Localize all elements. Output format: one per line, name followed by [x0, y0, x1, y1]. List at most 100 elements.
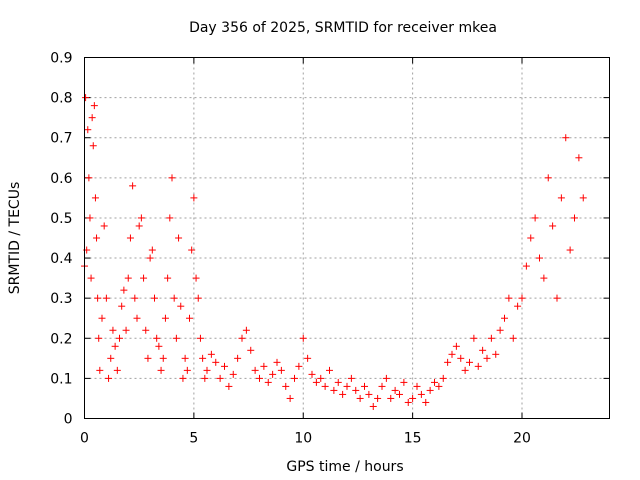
data-point [179, 374, 187, 382]
data-point [452, 342, 460, 350]
data-point [413, 382, 421, 390]
data-point [431, 378, 438, 386]
data-point [522, 262, 530, 270]
data-point [177, 302, 185, 310]
data-point [549, 222, 557, 230]
data-point [122, 326, 130, 334]
data-point [135, 222, 143, 230]
data-point [183, 366, 191, 374]
data-point [216, 374, 224, 382]
data-point [417, 390, 425, 398]
data-point [194, 294, 202, 302]
data-point [343, 382, 351, 390]
data-point [444, 358, 452, 366]
data-point [199, 354, 207, 362]
data-point [531, 214, 539, 222]
data-point [201, 374, 209, 382]
data-point [566, 246, 574, 254]
data-point [87, 274, 95, 282]
data-point [575, 154, 583, 162]
data-point [170, 294, 178, 302]
data-point [369, 402, 377, 410]
data-point [85, 174, 93, 182]
y-tick-label: 0.1 [50, 371, 72, 387]
data-point [137, 214, 145, 222]
data-point [304, 354, 312, 362]
data-point [155, 342, 163, 350]
data-point [286, 394, 294, 402]
data-point [496, 326, 504, 334]
data-point [426, 386, 434, 394]
data-point [146, 254, 154, 262]
data-point [118, 302, 126, 310]
data-point [448, 350, 456, 358]
data-point [326, 366, 333, 374]
data-point [365, 390, 373, 398]
data-point [159, 354, 167, 362]
data-point [334, 378, 342, 386]
data-point [483, 354, 491, 362]
data-point [168, 174, 176, 182]
data-point [190, 194, 198, 202]
data-point [90, 102, 98, 110]
data-point [282, 382, 290, 390]
data-point [339, 390, 347, 398]
data-point [544, 174, 552, 182]
y-axis-label: SRMTID / TECUs [7, 182, 23, 295]
data-point [435, 382, 443, 390]
tick-layer: 0 0.1 0.2 0.3 0.4 0.5 0.6 0.7 0.8 0.9 0 5 10 15 20 [50, 51, 610, 447]
data-point [96, 366, 104, 374]
data-point [175, 234, 183, 242]
y-tick-label: 0.6 [50, 171, 72, 187]
data-point [111, 342, 119, 350]
data-point [509, 334, 517, 342]
data-point [113, 366, 121, 374]
data-point [352, 386, 360, 394]
data-point [295, 362, 303, 370]
data-point [308, 370, 316, 378]
data-point [487, 334, 495, 342]
data-point [400, 378, 408, 386]
x-tick-label: 15 [404, 431, 422, 447]
data-point [129, 182, 137, 190]
data-point [181, 354, 189, 362]
data-point [391, 386, 399, 394]
data-point [273, 358, 281, 366]
data-point [88, 114, 96, 122]
data-point [256, 374, 263, 382]
data-point [153, 334, 161, 342]
data-point [291, 374, 298, 382]
data-point [321, 382, 329, 390]
data-point [404, 398, 412, 406]
data-point [312, 378, 320, 386]
data-point [126, 234, 134, 242]
data-point [107, 354, 115, 362]
data-point [151, 294, 158, 302]
y-tick-label: 0.8 [50, 91, 72, 107]
data-point [93, 234, 101, 242]
data-point [251, 366, 259, 374]
y-tick-label: 0.7 [50, 131, 72, 147]
data-point [422, 398, 430, 406]
data-point [86, 214, 94, 222]
x-axis-label: GPS time / hours [286, 459, 403, 475]
data-point [186, 314, 193, 322]
x-tick-label: 5 [189, 431, 198, 447]
data-point [192, 274, 200, 282]
data-point [84, 126, 92, 134]
data-point [409, 394, 417, 402]
data-point [196, 334, 204, 342]
data-point [82, 94, 90, 102]
data-point [105, 374, 113, 382]
data-point [142, 326, 150, 334]
data-point [536, 254, 543, 262]
data-point [479, 346, 487, 354]
data-point [505, 294, 513, 302]
data-point [148, 246, 156, 254]
data-point [562, 134, 570, 142]
data-point [95, 334, 103, 342]
data-point [374, 394, 382, 402]
data-point [457, 354, 465, 362]
data-point [94, 294, 102, 302]
